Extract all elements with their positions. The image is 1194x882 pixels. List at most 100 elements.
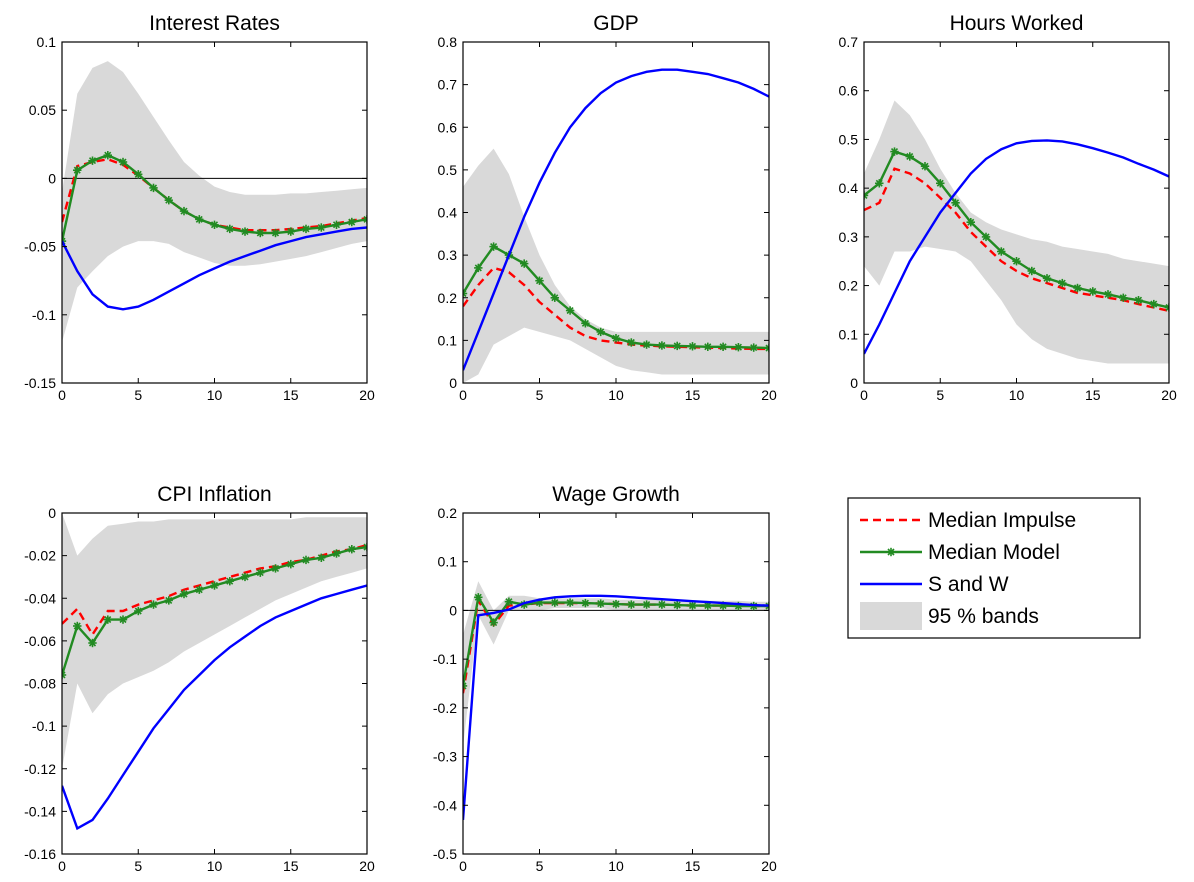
- plot-area: [62, 61, 367, 343]
- data-point-median-model: [179, 206, 189, 216]
- y-tick-label: -0.12: [24, 761, 56, 777]
- y-tick-label: 0.5: [839, 131, 859, 147]
- marker-stroke: [490, 619, 498, 627]
- panel-interest-rates: Interest Rates 0 5 10 15 20 -0.15 -0.1 -0.05 0 0.0…: [24, 12, 375, 403]
- marker-stroke: [520, 260, 528, 268]
- y-tick-label: -0.1: [32, 307, 56, 323]
- plot-area: [62, 513, 367, 831]
- data-point-median-model: [256, 228, 265, 238]
- data-point-median-model: [118, 157, 128, 167]
- data-point-median-model: [489, 242, 498, 251]
- marker-stroke: [165, 596, 173, 604]
- data-point-median-model: [332, 220, 341, 229]
- y-tick-label: -0.3: [433, 749, 457, 765]
- marker-stroke: [864, 191, 868, 197]
- marker-stroke: [704, 343, 712, 351]
- marker-stroke: [627, 338, 635, 347]
- y-tick-label: -0.1: [433, 651, 457, 667]
- marker-stroke: [551, 294, 559, 302]
- y-tick-label: -0.2: [433, 700, 457, 716]
- marker-stroke: [287, 560, 295, 568]
- marker-stroke: [1028, 267, 1036, 275]
- marker-stroke: [62, 237, 66, 243]
- y-tick-label: 0: [449, 602, 457, 618]
- x-tick-label: 10: [207, 387, 223, 403]
- marker-stroke: [535, 277, 544, 285]
- legend-item-95-bands: 95 % bands: [860, 602, 1039, 630]
- data-point-median-model: [504, 597, 514, 606]
- y-tick-label: 0.1: [438, 554, 458, 570]
- marker-stroke: [134, 607, 142, 615]
- marker-stroke: [597, 328, 605, 336]
- data-point-median-model: [673, 341, 682, 351]
- data-point-median-model: [1149, 299, 1158, 309]
- legend-swatch: [860, 602, 922, 630]
- series-line-s-and-w: [463, 594, 769, 820]
- x-tick-label: 5: [936, 387, 944, 403]
- marker-stroke: [566, 599, 574, 607]
- data-point-median-model: [688, 342, 697, 351]
- panel-title: Hours Worked: [950, 12, 1084, 35]
- marker-stroke: [62, 673, 66, 679]
- data-point-median-model: [520, 259, 529, 268]
- data-point-median-model: [657, 600, 667, 609]
- x-tick-label: 15: [685, 858, 701, 874]
- data-point-median-model: [657, 341, 667, 350]
- series-line-s-and-w: [62, 226, 367, 311]
- marker-stroke: [463, 682, 467, 688]
- marker-stroke: [73, 166, 81, 174]
- legend-label: 95 % bands: [928, 605, 1039, 628]
- panel-cpi-inflation: CPI Inflation 0 5 10 15 20 -0.16 -0.14 -0.12 -0.1…: [24, 483, 375, 874]
- x-tick-label: 0: [860, 387, 868, 403]
- marker-stroke: [535, 599, 544, 607]
- x-tick-label: 5: [134, 858, 142, 874]
- marker-stroke: [1104, 290, 1112, 298]
- data-point-median-model: [550, 598, 559, 607]
- marker-stroke: [1134, 296, 1143, 304]
- x-tick-label: 10: [608, 858, 624, 874]
- y-tick-label: -0.05: [24, 239, 56, 255]
- data-point-median-model: [1073, 283, 1082, 293]
- data-point-median-model: [718, 342, 728, 351]
- marker-stroke: [104, 616, 112, 624]
- data-point-median-model: [225, 224, 234, 234]
- y-tick-label: -0.1: [32, 718, 56, 734]
- y-tick-label: 0: [48, 505, 56, 521]
- marker-stroke: [463, 684, 467, 690]
- data-point-median-model: [565, 598, 575, 607]
- marker-stroke: [765, 344, 769, 350]
- marker-stroke: [241, 573, 249, 581]
- data-point-median-model: [596, 599, 605, 608]
- data-point-median-model: [463, 681, 468, 691]
- marker-stroke: [149, 601, 158, 609]
- data-point-median-model: [88, 638, 97, 648]
- data-point-median-model: [271, 564, 280, 573]
- marker-stroke: [581, 599, 589, 607]
- legend-label: S and W: [928, 573, 1009, 596]
- data-point-median-model: [210, 220, 219, 229]
- data-point-median-model: [362, 542, 367, 552]
- marker-stroke: [612, 334, 620, 342]
- data-point-median-model: [240, 572, 250, 582]
- plot-area: [864, 100, 1169, 364]
- y-tick-label: -0.16: [24, 846, 56, 862]
- y-tick-label: 0.8: [438, 34, 458, 50]
- y-tick-label: -0.15: [24, 375, 56, 391]
- panel-wage-growth: Wage Growth 0 5 10 15 20 -0.5 -0.4 -0.3 -0.2 -0.1 0…: [433, 483, 777, 874]
- x-tick-label: 20: [359, 858, 375, 874]
- data-point-median-model: [474, 593, 483, 602]
- confidence-band: [463, 148, 769, 383]
- data-point-median-model: [905, 152, 914, 161]
- marker-stroke: [210, 221, 219, 229]
- data-point-median-model: [864, 191, 869, 200]
- data-point-median-model: [1088, 287, 1097, 296]
- marker-stroke: [104, 151, 112, 159]
- data-point-median-model: [240, 227, 250, 236]
- marker-stroke: [505, 598, 513, 606]
- y-tick-label: -0.5: [433, 846, 457, 862]
- confidence-band: [62, 61, 367, 343]
- data-point-median-model: [347, 217, 356, 227]
- x-tick-label: 10: [608, 387, 624, 403]
